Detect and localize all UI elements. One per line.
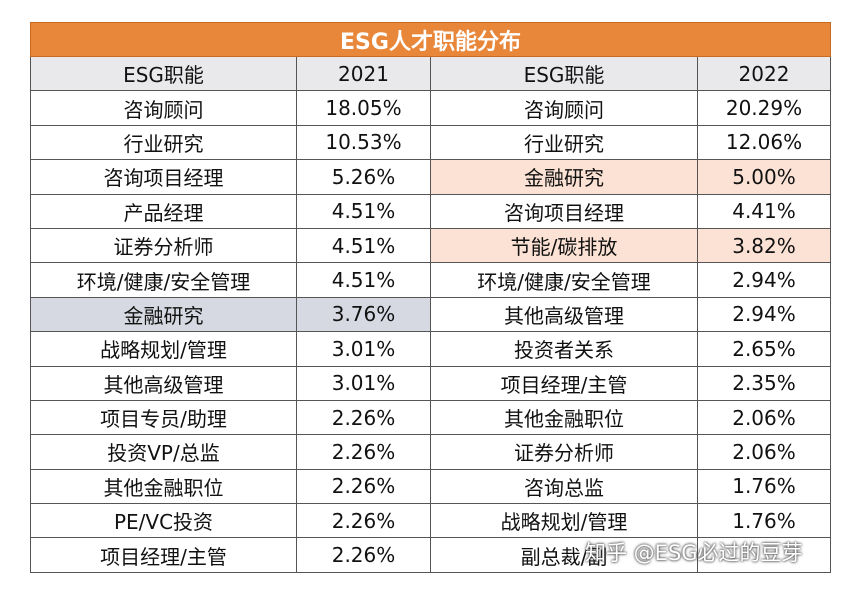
table-cell: 4.41% xyxy=(697,193,831,229)
table-cell: 3.01% xyxy=(296,331,431,367)
table-row: 战略规划/管理 3.01% 投资者关系 2.65% xyxy=(30,331,831,367)
table-cell: 2.94% xyxy=(697,262,831,298)
table-cell: 环境/健康/安全管理 xyxy=(30,262,297,298)
table-cell: 其他金融职位 xyxy=(430,399,698,436)
table-cell: 战略规划/管理 xyxy=(30,331,297,367)
table-cell: 项目经理/主管 xyxy=(30,537,297,573)
table-cell: 证券分析师 xyxy=(430,434,698,470)
table-cell: 18.05% xyxy=(296,90,431,126)
table-cell: 2.35% xyxy=(697,365,831,401)
table-cell: 其他金融职位 xyxy=(30,468,297,505)
table-cell: 咨询项目经理 xyxy=(30,159,297,195)
table-cell: PE/VC投资 xyxy=(30,503,297,539)
table-row: 投资VP/总监 2.26% 证券分析师 2.06% xyxy=(30,434,831,470)
table-cell: 咨询总监 xyxy=(430,468,698,505)
table-cell: 2.26% xyxy=(296,503,431,539)
table-cell xyxy=(697,537,831,573)
table-cell: 投资者关系 xyxy=(430,331,698,367)
table-row: 咨询顾问 18.05% 咨询顾问 20.29% xyxy=(30,90,831,126)
table-cell: 1.76% xyxy=(697,468,831,505)
table-cell: 2.06% xyxy=(697,399,831,436)
table-cell: 3.01% xyxy=(296,365,431,401)
table-cell: 2.65% xyxy=(697,331,831,367)
table-cell: 10.53% xyxy=(296,124,431,161)
table-cell: 20.29% xyxy=(697,90,831,126)
table-cell: 4.51% xyxy=(296,262,431,298)
table-cell: 12.06% xyxy=(697,124,831,161)
table-row: 产品经理 4.51% 咨询项目经理 4.41% xyxy=(30,193,831,229)
table-cell: 金融研究 xyxy=(30,296,297,333)
header-cell: ESG职能 xyxy=(30,55,297,92)
table-cell: 战略规划/管理 xyxy=(430,503,698,539)
header-cell: 2021 xyxy=(296,55,431,92)
table-cell: 2.26% xyxy=(296,434,431,470)
table-cell: 证券分析师 xyxy=(30,227,297,264)
table-row: 项目经理/主管 2.26% 副总裁/副 xyxy=(30,537,831,573)
table-cell: 2.26% xyxy=(296,399,431,436)
table-cell: 投资VP/总监 xyxy=(30,434,297,470)
table-cell: 3.82% xyxy=(697,227,831,264)
table-cell: 4.51% xyxy=(296,227,431,264)
table-cell: 2.06% xyxy=(697,434,831,470)
table-cell: 3.76% xyxy=(296,296,431,333)
table-cell: 5.00% xyxy=(697,159,831,195)
table-cell: 5.26% xyxy=(296,159,431,195)
table-cell: 2.26% xyxy=(296,468,431,505)
table-cell: 咨询顾问 xyxy=(30,90,297,126)
table-row: PE/VC投资 2.26% 战略规划/管理 1.76% xyxy=(30,503,831,539)
table-body: 咨询顾问 18.05% 咨询顾问 20.29% 行业研究 10.53% 行业研究 12.06%… xyxy=(30,90,831,573)
table-cell: 项目专员/助理 xyxy=(30,399,297,436)
table-cell: 其他高级管理 xyxy=(430,296,698,333)
table-row: 证券分析师 4.51% 节能/碳排放 3.82% xyxy=(30,227,831,264)
table-cell: 产品经理 xyxy=(30,193,297,229)
table-row: 行业研究 10.53% 行业研究 12.06% xyxy=(30,124,831,161)
header-row: ESG职能 2021 ESG职能 2022 xyxy=(30,55,831,92)
table-cell: 金融研究 xyxy=(430,159,698,195)
header-cell: ESG职能 xyxy=(430,55,698,92)
table-cell: 副总裁/副 xyxy=(430,537,698,573)
table-cell: 环境/健康/安全管理 xyxy=(430,262,698,298)
table-title: ESG人才职能分布 xyxy=(30,22,831,57)
table-cell: 4.51% xyxy=(296,193,431,229)
table-cell: 节能/碳排放 xyxy=(430,227,698,264)
table-row: 金融研究 3.76% 其他高级管理 2.94% xyxy=(30,296,831,333)
table-cell: 1.76% xyxy=(697,503,831,539)
table-cell: 2.26% xyxy=(296,537,431,573)
table-cell: 行业研究 xyxy=(30,124,297,161)
table-cell: 行业研究 xyxy=(430,124,698,161)
esg-table: ESG人才职能分布 ESG职能 2021 ESG职能 2022 咨询顾问 18.05% 咨… xyxy=(30,22,831,573)
table-row: 其他金融职位 2.26% 咨询总监 1.76% xyxy=(30,468,831,505)
header-cell: 2022 xyxy=(697,55,831,92)
table-cell: 项目经理/主管 xyxy=(430,365,698,401)
table-cell: 咨询顾问 xyxy=(430,90,698,126)
table-row: 其他高级管理 3.01% 项目经理/主管 2.35% xyxy=(30,365,831,401)
table-row: 项目专员/助理 2.26% 其他金融职位 2.06% xyxy=(30,399,831,436)
table-row: 咨询项目经理 5.26% 金融研究 5.00% xyxy=(30,159,831,195)
table-cell: 其他高级管理 xyxy=(30,365,297,401)
table-cell: 2.94% xyxy=(697,296,831,333)
watermark: 知乎 @ESG必过的豆芽 xyxy=(585,541,803,565)
table-row: 环境/健康/安全管理 4.51% 环境/健康/安全管理 2.94% xyxy=(30,262,831,298)
table-cell: 咨询项目经理 xyxy=(430,193,698,229)
